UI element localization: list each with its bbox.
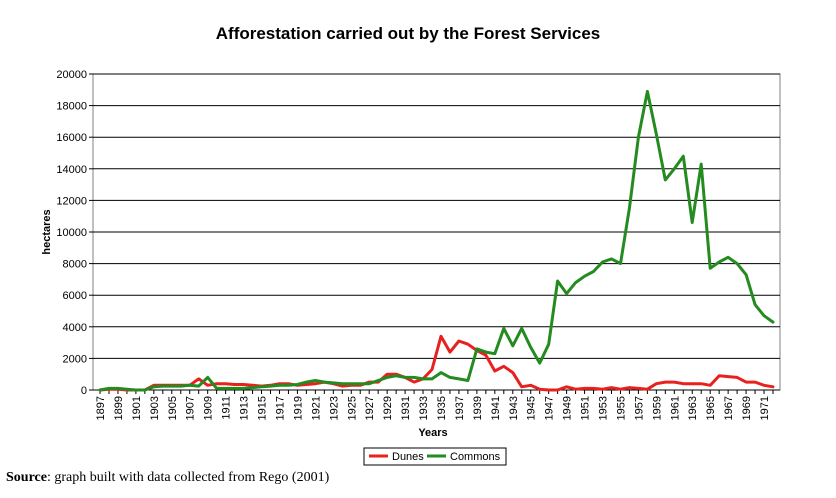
x-tick-label: 1901 <box>131 396 143 420</box>
y-tick-label: 2000 <box>63 353 87 365</box>
x-tick-label: 1969 <box>741 396 753 420</box>
y-axis-label: hectares <box>41 209 53 254</box>
x-tick-label: 1953 <box>598 396 610 420</box>
series-lines <box>98 89 775 392</box>
x-tick-label: 1957 <box>633 396 645 420</box>
x-tick-label: 1947 <box>544 396 556 420</box>
x-axis-ticks: 1897 1899 1901 1903 1905 1907 1909 1911 1913 1915… <box>95 390 774 420</box>
y-tick-label: 12000 <box>56 195 87 207</box>
x-tick-label: 1921 <box>310 396 322 420</box>
x-tick-label: 1935 <box>436 396 448 420</box>
x-tick-label: 1911 <box>221 396 233 420</box>
legend-label-dunes: Dunes <box>392 451 424 463</box>
x-axis-label: Years <box>418 427 447 439</box>
x-tick-label: 1965 <box>705 396 717 420</box>
line-chart: Afforestation carried out by the Forest … <box>41 24 781 466</box>
x-tick-label: 1955 <box>615 396 627 420</box>
x-tick-label: 1943 <box>508 396 520 420</box>
legend: Dunes Commons <box>363 447 507 466</box>
x-tick-label: 1931 <box>400 396 412 420</box>
chart-title: Afforestation carried out by the Forest … <box>216 24 601 43</box>
x-tick-label: 1967 <box>723 396 735 420</box>
x-tick-label: 1913 <box>239 396 251 420</box>
y-tick-label: 4000 <box>63 322 87 334</box>
x-tick-label: 1905 <box>167 396 179 420</box>
x-tick-label: 1917 <box>274 396 286 420</box>
x-tick-label: 1971 <box>759 396 771 420</box>
gridlines <box>93 73 780 391</box>
y-tick-label: 20000 <box>56 69 87 81</box>
x-tick-label: 1915 <box>257 396 269 420</box>
y-tick-label: 8000 <box>63 259 87 271</box>
x-tick-label: 1939 <box>472 396 484 420</box>
y-tick-label: 6000 <box>63 290 87 302</box>
x-tick-label: 1945 <box>526 396 538 420</box>
x-tick-label: 1909 <box>203 396 215 420</box>
y-axis-ticks: 0 2000 4000 6000 8000 10000 12000 14000 16000 180… <box>56 69 93 397</box>
x-tick-label: 1907 <box>185 396 197 420</box>
x-tick-label: 1903 <box>149 396 161 420</box>
x-tick-label: 1927 <box>364 396 376 420</box>
x-tick-label: 1959 <box>651 396 663 420</box>
x-tick-label: 1949 <box>562 396 574 420</box>
legend-label-commons: Commons <box>450 451 501 463</box>
x-tick-label: 1929 <box>382 396 394 420</box>
x-tick-label: 1951 <box>580 396 592 420</box>
source-note: Source: graph built with data collected … <box>6 470 329 486</box>
x-tick-label: 1963 <box>687 396 699 420</box>
x-tick-label: 1919 <box>292 396 304 420</box>
x-tick-label: 1961 <box>669 396 681 420</box>
x-tick-label: 1925 <box>346 396 358 420</box>
y-tick-label: 16000 <box>56 132 87 144</box>
series-line-commons <box>98 89 775 392</box>
y-tick-label: 0 <box>81 385 87 397</box>
source-label: Source <box>6 470 47 485</box>
y-tick-label: 14000 <box>56 164 87 176</box>
x-tick-label: 1923 <box>328 396 340 420</box>
x-tick-label: 1937 <box>454 396 466 420</box>
x-tick-label: 1899 <box>113 396 125 420</box>
y-tick-label: 10000 <box>56 227 87 239</box>
x-tick-label: 1941 <box>490 396 502 420</box>
source-text: : graph built with data collected from R… <box>46 470 330 485</box>
x-tick-label: 1897 <box>95 396 107 420</box>
x-tick-label: 1933 <box>418 396 430 420</box>
y-tick-label: 18000 <box>56 101 87 113</box>
